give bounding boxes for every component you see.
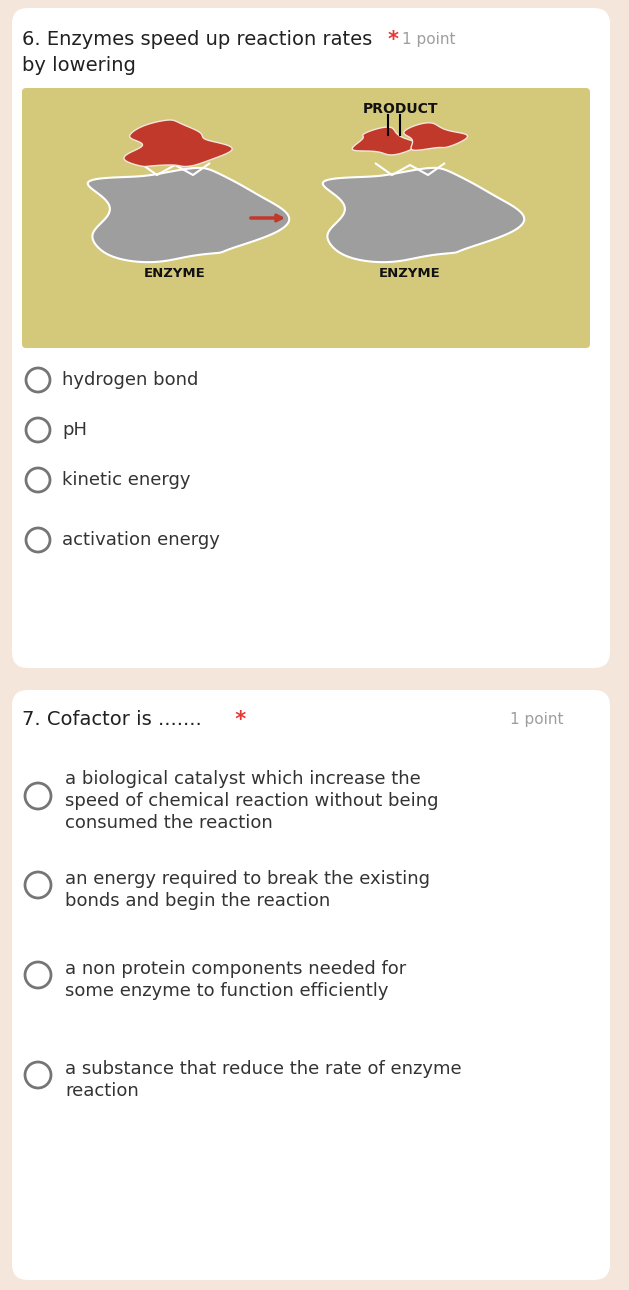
FancyBboxPatch shape [22, 88, 590, 348]
Text: 1 point: 1 point [402, 32, 455, 46]
Text: 6. Enzymes speed up reaction rates: 6. Enzymes speed up reaction rates [22, 30, 372, 49]
Text: ENZYME: ENZYME [379, 267, 441, 280]
Text: speed of chemical reaction without being: speed of chemical reaction without being [65, 792, 438, 810]
Text: PRODUCT: PRODUCT [362, 102, 438, 116]
Text: *: * [228, 710, 246, 730]
Text: a biological catalyst which increase the: a biological catalyst which increase the [65, 770, 421, 788]
Polygon shape [404, 123, 467, 151]
Text: 1 point: 1 point [510, 712, 564, 728]
Text: some enzyme to function efficiently: some enzyme to function efficiently [65, 982, 389, 1000]
Polygon shape [124, 120, 232, 166]
Text: bonds and begin the reaction: bonds and begin the reaction [65, 891, 330, 909]
Polygon shape [352, 126, 417, 155]
Polygon shape [88, 168, 289, 262]
Text: hydrogen bond: hydrogen bond [62, 372, 198, 390]
Text: 7. Cofactor is .......: 7. Cofactor is ....... [22, 710, 202, 729]
Text: activation energy: activation energy [62, 531, 220, 550]
Text: reaction: reaction [65, 1082, 139, 1100]
Text: an energy required to break the existing: an energy required to break the existing [65, 869, 430, 888]
FancyBboxPatch shape [12, 8, 610, 668]
Text: ENZYME: ENZYME [144, 267, 206, 280]
Text: *: * [388, 30, 399, 50]
Polygon shape [323, 168, 524, 262]
Text: consumed the reaction: consumed the reaction [65, 814, 273, 832]
Text: a substance that reduce the rate of enzyme: a substance that reduce the rate of enzy… [65, 1060, 462, 1078]
FancyBboxPatch shape [12, 690, 610, 1280]
Text: kinetic energy: kinetic energy [62, 471, 191, 489]
Text: by lowering: by lowering [22, 55, 136, 75]
Text: pH: pH [62, 421, 87, 439]
Text: a non protein components needed for: a non protein components needed for [65, 960, 406, 978]
